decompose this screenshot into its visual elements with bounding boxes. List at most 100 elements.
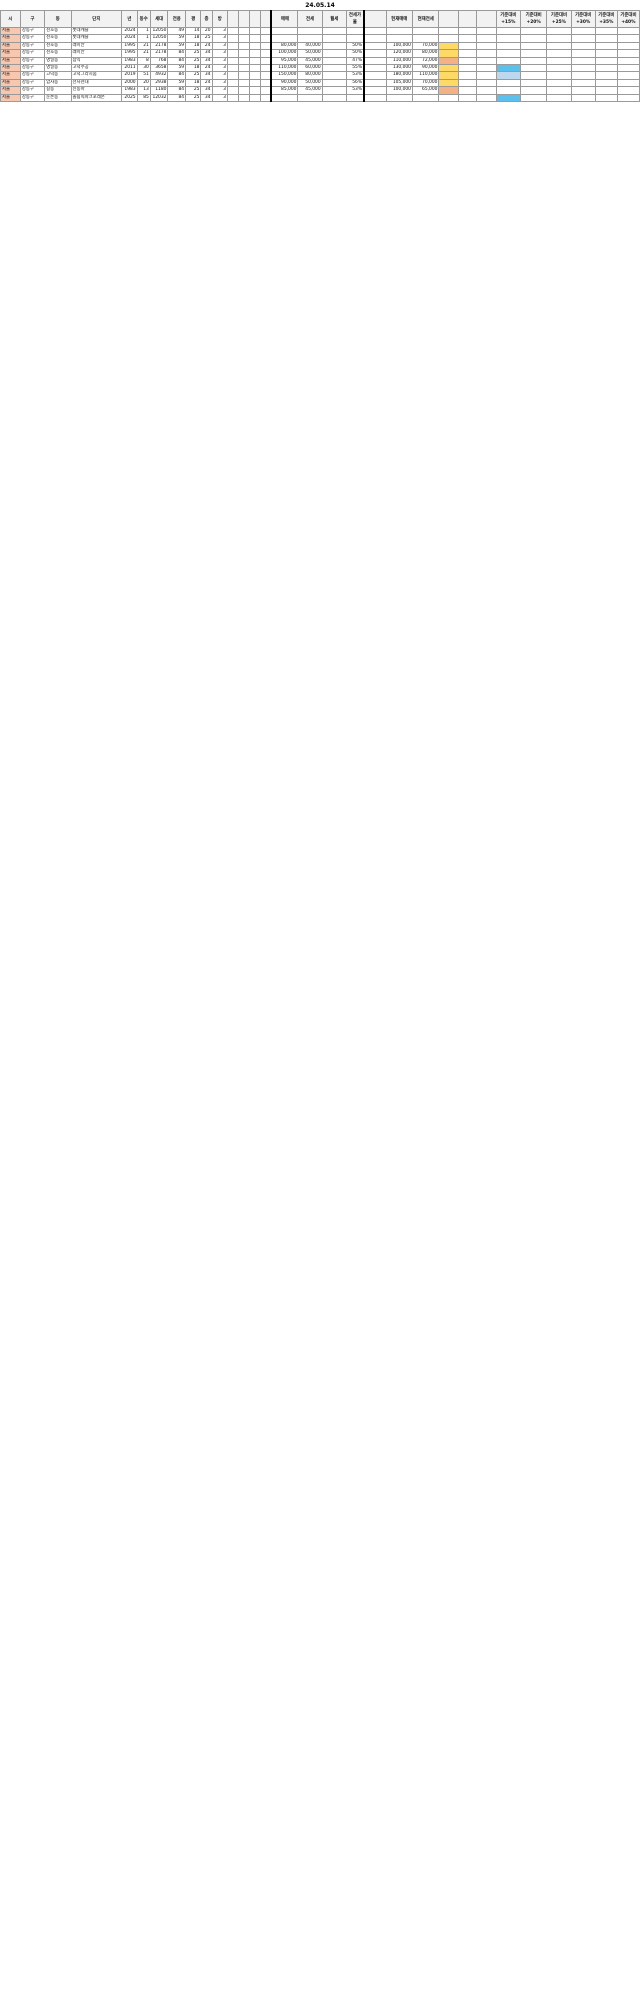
table-cell[interactable]: 서울 <box>0 56 21 66</box>
table-cell[interactable] <box>458 78 477 88</box>
table-cell[interactable] <box>616 93 640 103</box>
table-cell[interactable] <box>438 93 460 103</box>
table-cell[interactable] <box>438 56 460 66</box>
table-cell[interactable] <box>475 64 497 73</box>
table-cell[interactable]: 56% <box>345 78 365 88</box>
table-cell[interactable] <box>475 26 497 36</box>
table-cell[interactable]: 래미안 <box>70 41 123 51</box>
table-cell[interactable]: 1995 <box>121 41 138 51</box>
table-cell[interactable]: 21 <box>136 49 151 58</box>
table-cell[interactable]: 12032 <box>149 93 169 103</box>
table-cell[interactable] <box>363 93 387 103</box>
table-cell[interactable]: 13 <box>136 86 151 95</box>
table-cell[interactable] <box>570 86 596 95</box>
table-cell[interactable]: 60,000 <box>297 64 323 73</box>
table-cell[interactable] <box>594 93 618 103</box>
table-cell[interactable] <box>546 49 572 58</box>
table-cell[interactable]: 21 <box>136 41 151 51</box>
table-cell[interactable] <box>616 26 640 36</box>
table-cell[interactable]: 80,000 <box>411 49 440 58</box>
table-cell[interactable]: 50,000 <box>297 49 323 58</box>
table-cell[interactable]: 강동구 <box>19 86 46 95</box>
table-cell[interactable] <box>237 93 250 103</box>
table-cell[interactable]: 25 <box>185 93 202 103</box>
table-cell[interactable]: 180,000 <box>385 71 413 80</box>
table-cell[interactable]: 72,000 <box>411 56 440 66</box>
table-cell[interactable]: 2025 <box>121 93 138 103</box>
table-cell[interactable]: 1180 <box>149 86 169 95</box>
table-cell[interactable]: 강동구 <box>19 49 46 58</box>
table-cell[interactable]: 강동구 <box>19 71 46 80</box>
table-cell[interactable]: 84 <box>167 56 187 66</box>
col-header[interactable]: 시 <box>0 10 21 28</box>
table-cell[interactable]: 천호동 <box>44 26 72 36</box>
table-cell[interactable]: 100,000 <box>270 49 299 58</box>
table-cell[interactable] <box>363 49 387 58</box>
table-cell[interactable] <box>248 64 261 73</box>
table-cell[interactable] <box>259 34 272 43</box>
table-cell[interactable]: 서울 <box>0 93 21 103</box>
table-cell[interactable] <box>495 49 521 58</box>
table-cell[interactable] <box>321 56 347 66</box>
table-cell[interactable]: 2178 <box>149 49 169 58</box>
table-cell[interactable]: 51 <box>136 71 151 80</box>
table-cell[interactable]: 25 <box>185 71 202 80</box>
table-cell[interactable]: 서울 <box>0 41 21 51</box>
table-cell[interactable] <box>345 93 365 103</box>
table-cell[interactable]: 천호동 <box>44 34 72 43</box>
table-cell[interactable] <box>438 78 460 88</box>
table-cell[interactable]: 85,000 <box>270 86 299 95</box>
col-header[interactable]: 방 <box>211 10 228 28</box>
col-header[interactable]: 월세 <box>321 10 347 28</box>
table-cell[interactable]: 천호동 <box>44 41 72 51</box>
table-cell[interactable]: 3 <box>211 56 228 66</box>
table-cell[interactable] <box>594 71 618 80</box>
table-cell[interactable] <box>616 34 640 43</box>
table-cell[interactable]: 강동구 <box>19 56 46 66</box>
table-cell[interactable]: 3 <box>211 71 228 80</box>
table-cell[interactable]: 래미안 <box>70 49 123 58</box>
table-cell[interactable] <box>363 78 387 88</box>
table-cell[interactable]: 100,000 <box>385 86 413 95</box>
table-cell[interactable]: 50,000 <box>297 78 323 88</box>
table-cell[interactable] <box>519 34 548 43</box>
col-header[interactable]: 매매 <box>270 10 299 28</box>
table-cell[interactable] <box>616 78 640 88</box>
table-cell[interactable]: 천호동 <box>44 49 72 58</box>
table-cell[interactable] <box>495 34 521 43</box>
col-header[interactable] <box>363 10 387 28</box>
table-cell[interactable]: 95,000 <box>270 56 299 66</box>
table-cell[interactable]: 고덕그라시움 <box>70 71 123 80</box>
table-cell[interactable] <box>237 34 250 43</box>
col-header[interactable]: 층 <box>200 10 213 28</box>
table-cell[interactable] <box>248 93 261 103</box>
table-cell[interactable]: 서울 <box>0 78 21 88</box>
col-header[interactable] <box>475 10 497 28</box>
table-cell[interactable]: 47% <box>345 56 365 66</box>
table-cell[interactable] <box>226 34 239 43</box>
col-header[interactable]: 구 <box>19 10 46 28</box>
table-cell[interactable] <box>546 86 572 95</box>
table-cell[interactable] <box>594 49 618 58</box>
table-cell[interactable]: 105,000 <box>385 78 413 88</box>
table-cell[interactable] <box>226 41 239 51</box>
table-cell[interactable]: 50% <box>345 41 365 51</box>
table-cell[interactable] <box>321 71 347 80</box>
table-cell[interactable] <box>237 41 250 51</box>
table-cell[interactable] <box>385 93 413 103</box>
table-cell[interactable]: 24 <box>200 64 213 73</box>
col-header[interactable]: 단지 <box>70 10 123 28</box>
col-header[interactable] <box>259 10 272 28</box>
table-cell[interactable] <box>495 78 521 88</box>
table-cell[interactable] <box>438 86 460 95</box>
table-cell[interactable] <box>458 64 477 73</box>
table-cell[interactable]: 3 <box>211 49 228 58</box>
table-cell[interactable] <box>495 93 521 103</box>
table-cell[interactable] <box>519 56 548 66</box>
table-cell[interactable] <box>616 86 640 95</box>
table-cell[interactable]: 명일동 <box>44 64 72 73</box>
table-cell[interactable]: 선사현대 <box>70 78 123 88</box>
table-cell[interactable]: 100,000 <box>385 41 413 51</box>
table-cell[interactable]: 강동구 <box>19 26 46 36</box>
table-cell[interactable] <box>226 64 239 73</box>
